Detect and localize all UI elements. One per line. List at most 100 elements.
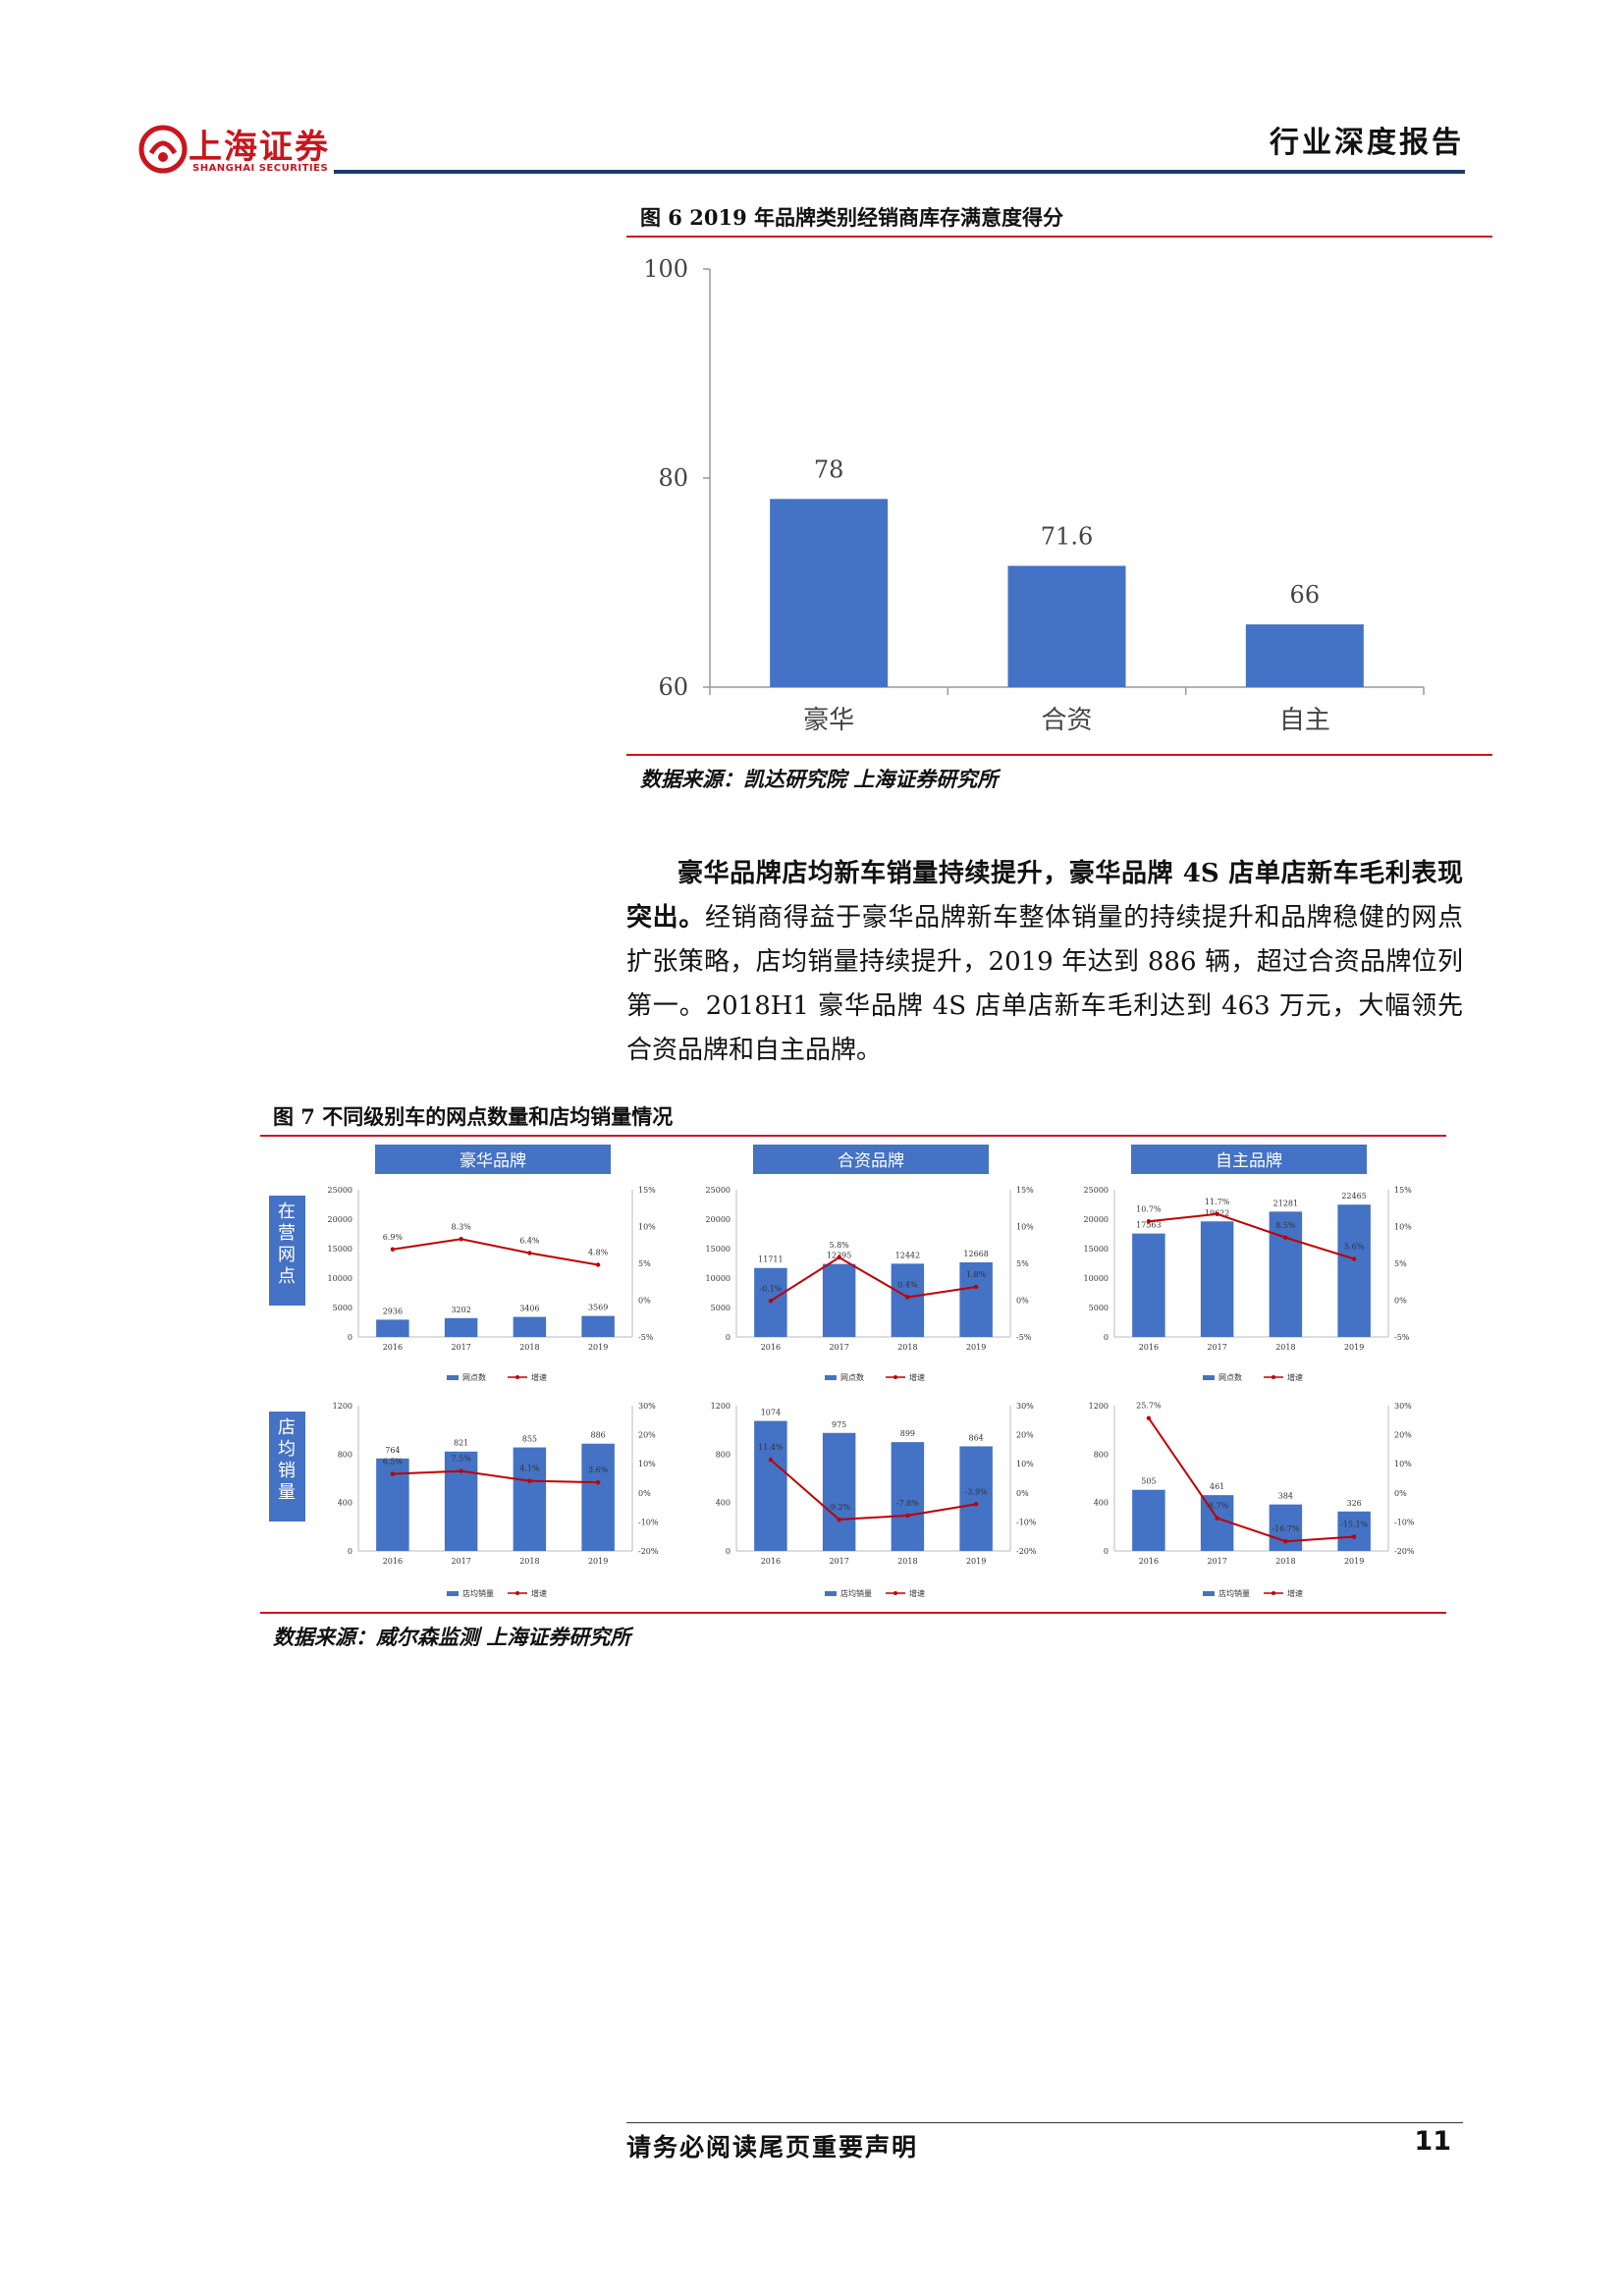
bar-2017 <box>444 1317 478 1337</box>
x-tick-label: 2016 <box>383 1557 403 1566</box>
y-tick-label: 5000 <box>711 1304 731 1312</box>
bar-data-label: 864 <box>968 1433 983 1442</box>
y2-tick-label: -5% <box>638 1333 654 1342</box>
bar-data-label: 764 <box>385 1446 400 1455</box>
legend-line-marker <box>1272 1375 1275 1379</box>
y-tick-label: 0 <box>726 1547 731 1556</box>
growth-point <box>595 1262 601 1267</box>
growth-point <box>1215 1211 1219 1216</box>
legend-line-marker <box>893 1375 897 1379</box>
bar-data-label: 21281 <box>1273 1199 1298 1207</box>
figure6-title: 图 6 2019 年品牌类别经销商库存满意度得分 <box>640 205 1063 230</box>
growth-point <box>1146 1219 1152 1224</box>
growth-data-label: 5.6% <box>1344 1243 1365 1252</box>
y2-tick-label: 0% <box>638 1489 651 1498</box>
bar-豪华 <box>770 499 889 687</box>
x-tick-label: 2018 <box>897 1557 917 1566</box>
x-tick-label: 2019 <box>588 1343 608 1352</box>
bar-data-label: 899 <box>900 1429 915 1438</box>
legend-bar-label: 店均销量 <box>1218 1588 1250 1598</box>
figure6-top-rule <box>626 236 1492 238</box>
growth-data-label: -7.8% <box>896 1499 919 1508</box>
row-label-char: 点 <box>278 1266 296 1287</box>
figure6-bottom-rule <box>626 754 1492 756</box>
bar-data-label: 3569 <box>588 1304 608 1312</box>
bar-2019 <box>959 1261 993 1337</box>
y2-tick-label: -5% <box>1394 1333 1410 1342</box>
y2-tick-label: -20% <box>1394 1547 1415 1556</box>
y2-tick-label: 0% <box>1394 1297 1407 1306</box>
bar-2018 <box>513 1447 547 1551</box>
y2-tick-label: 5% <box>638 1259 651 1268</box>
y-tick-label: 400 <box>716 1499 731 1508</box>
growth-data-label: -3.9% <box>965 1487 988 1496</box>
panel-title: 自主品牌 <box>1216 1151 1282 1171</box>
row-label-char: 营 <box>278 1223 296 1244</box>
x-tick-label: 2017 <box>1207 1557 1226 1566</box>
growth-data-label: 8.3% <box>451 1222 471 1231</box>
y-tick-label: 80 <box>658 464 688 492</box>
panel-title-box <box>753 1145 989 1174</box>
y2-tick-label: 10% <box>638 1223 656 1232</box>
growth-data-label: 0.4% <box>897 1281 918 1290</box>
growth-point <box>527 1251 532 1255</box>
bar-自主 <box>1245 624 1364 687</box>
bar-2016 <box>754 1420 787 1551</box>
x-tick-label: 2016 <box>1139 1557 1159 1566</box>
y2-tick-label: 20% <box>1394 1431 1412 1440</box>
bar-2017 <box>444 1451 478 1551</box>
y-tick-label: 10000 <box>328 1274 352 1283</box>
x-tick-label: 2019 <box>588 1557 608 1566</box>
bar-data-label: 326 <box>1346 1499 1361 1508</box>
growth-data-label: 6.5% <box>383 1458 404 1467</box>
y-tick-label: 15000 <box>328 1245 352 1254</box>
growth-point <box>1351 1534 1357 1539</box>
panel-title-box <box>375 1145 611 1174</box>
y-tick-label: 60 <box>658 673 688 701</box>
growth-point <box>1283 1539 1288 1544</box>
growth-point <box>905 1295 910 1300</box>
growth-data-label: -8.7% <box>1206 1502 1228 1511</box>
paragraph-lead: 豪华品牌店均新车销量持续提升，豪华品牌 4S 店单店新车毛利表现突出。 <box>626 859 1463 933</box>
growth-line <box>770 1459 977 1522</box>
growth-data-label: -15.1% <box>1340 1520 1369 1528</box>
figure7-top-rule <box>260 1135 1446 1137</box>
y2-tick-label: 30% <box>638 1402 656 1411</box>
bar-data-label: 12668 <box>963 1250 988 1258</box>
bar-2016 <box>1132 1233 1165 1337</box>
legend-bar-swatch <box>1203 1375 1215 1380</box>
y2-tick-label: 30% <box>1016 1402 1034 1411</box>
x-tick-label: 2017 <box>829 1343 848 1352</box>
logo-text-cn: 上海证券 <box>189 128 330 167</box>
header-divider <box>334 170 1465 174</box>
y2-tick-label: -10% <box>1394 1518 1415 1526</box>
bar-data-label: 505 <box>1141 1477 1156 1486</box>
growth-point <box>768 1299 774 1304</box>
figure7-title: 图 7 不同级别车的网点数量和店均销量情况 <box>273 1104 674 1129</box>
bar-data-label: 12442 <box>895 1251 920 1259</box>
legend-bar-label: 店均销量 <box>840 1588 872 1598</box>
growth-point <box>527 1478 532 1483</box>
bar-2016 <box>376 1319 409 1337</box>
growth-point <box>459 1237 463 1242</box>
figure7-source: 数据来源：威尔森监测 上海证券研究所 <box>273 1625 631 1649</box>
growth-point <box>768 1457 774 1463</box>
growth-data-label: 11.7% <box>1205 1198 1230 1206</box>
bar-2019 <box>581 1315 615 1337</box>
y2-tick-label: 10% <box>1394 1223 1412 1232</box>
x-tick-label: 自主 <box>1279 706 1330 735</box>
data-label: 78 <box>814 455 844 483</box>
y-tick-label: 1200 <box>333 1402 352 1411</box>
bar-合资 <box>1007 565 1126 687</box>
bar-2019 <box>581 1443 615 1551</box>
y-tick-label: 25000 <box>706 1186 731 1195</box>
bar-data-label: 461 <box>1210 1482 1224 1491</box>
growth-data-label: 6.9% <box>383 1233 404 1242</box>
growth-line <box>1148 1417 1355 1543</box>
y-tick-label: 10000 <box>1084 1274 1109 1283</box>
x-tick-label: 2018 <box>897 1343 917 1352</box>
y2-tick-label: 0% <box>1394 1489 1407 1498</box>
legend-line-marker <box>1272 1591 1275 1595</box>
row-label-char: 网 <box>278 1245 296 1265</box>
x-tick-label: 2018 <box>1275 1343 1295 1352</box>
